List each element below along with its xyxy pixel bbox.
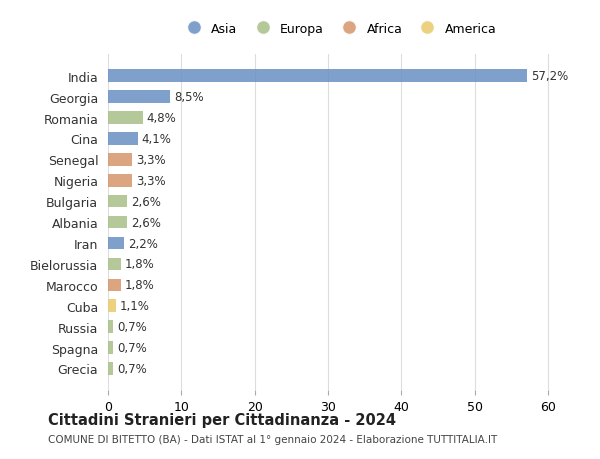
Text: Cittadini Stranieri per Cittadinanza - 2024: Cittadini Stranieri per Cittadinanza - 2… [48, 413, 396, 428]
Bar [108, 258, 121, 271]
Text: 1,1%: 1,1% [120, 300, 149, 313]
Bar [108, 196, 127, 208]
Text: 3,3%: 3,3% [136, 174, 166, 187]
Text: 2,6%: 2,6% [131, 195, 161, 208]
Text: 1,8%: 1,8% [125, 279, 155, 291]
Text: 0,7%: 0,7% [117, 362, 146, 375]
Text: 4,8%: 4,8% [147, 112, 176, 125]
Text: 57,2%: 57,2% [531, 70, 568, 83]
Bar [108, 300, 116, 312]
Text: 0,7%: 0,7% [117, 341, 146, 354]
Bar [108, 341, 113, 354]
Bar [108, 237, 124, 250]
Bar [108, 91, 170, 104]
Text: 3,3%: 3,3% [136, 154, 166, 167]
Text: 8,5%: 8,5% [174, 91, 203, 104]
Text: 2,2%: 2,2% [128, 237, 158, 250]
Text: 0,7%: 0,7% [117, 320, 146, 333]
Bar [108, 133, 138, 146]
Bar [108, 112, 143, 124]
Legend: Asia, Europa, Africa, America: Asia, Europa, Africa, America [176, 18, 502, 41]
Bar [108, 174, 132, 187]
Bar [108, 70, 527, 83]
Bar [108, 321, 113, 333]
Text: 1,8%: 1,8% [125, 258, 155, 271]
Bar [108, 279, 121, 291]
Text: COMUNE DI BITETTO (BA) - Dati ISTAT al 1° gennaio 2024 - Elaborazione TUTTITALIA: COMUNE DI BITETTO (BA) - Dati ISTAT al 1… [48, 434, 497, 443]
Bar [108, 154, 132, 166]
Bar [108, 216, 127, 229]
Text: 2,6%: 2,6% [131, 216, 161, 229]
Text: 4,1%: 4,1% [142, 133, 172, 146]
Bar [108, 363, 113, 375]
